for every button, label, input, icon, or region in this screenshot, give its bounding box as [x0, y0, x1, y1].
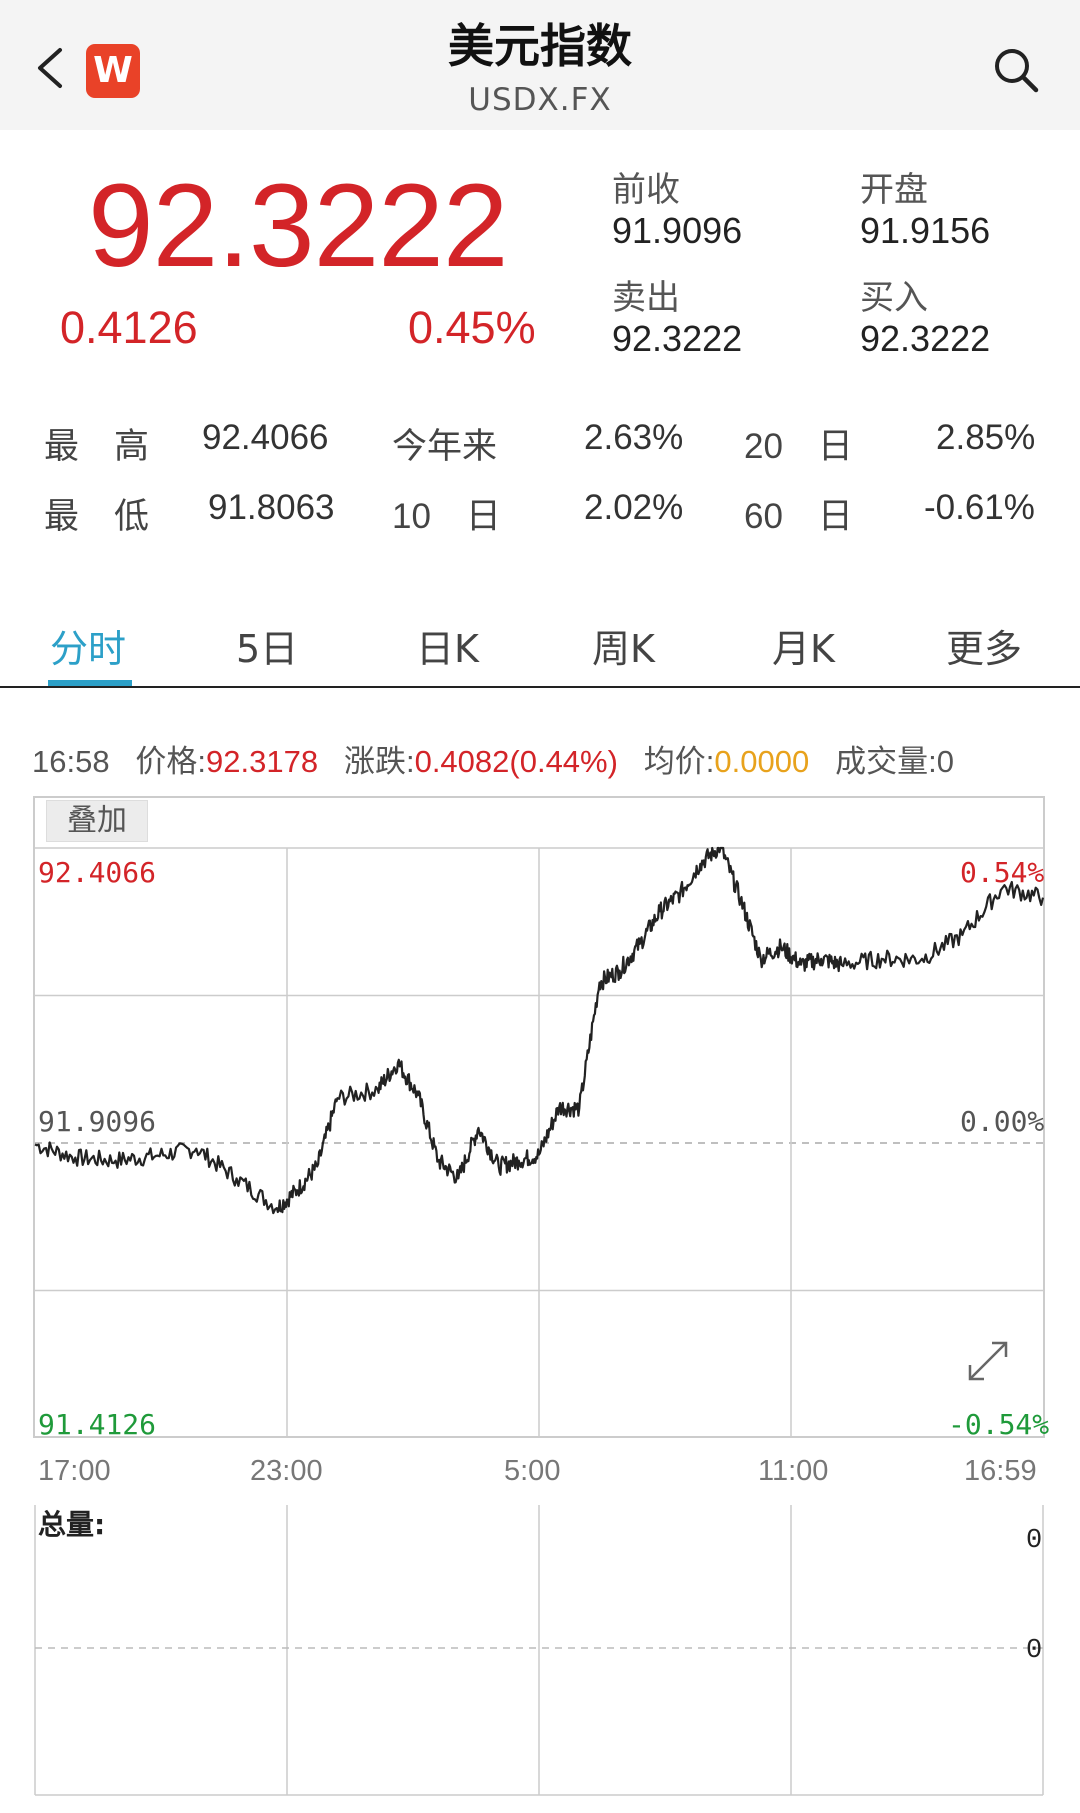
- d20-label: 20 日: [744, 427, 853, 466]
- chevron-left-icon: [38, 48, 62, 88]
- info-avg-label: 均价:: [643, 744, 715, 779]
- symbol-code: USDX.FX: [468, 82, 612, 118]
- info-price: 92.3178: [206, 744, 319, 779]
- x-label-2: 5:00: [504, 1455, 561, 1487]
- search-icon: [995, 49, 1039, 93]
- prev-close-label: 前收: [612, 170, 680, 210]
- overlay-button[interactable]: 叠加: [46, 800, 148, 842]
- prev-close-value: 91.9096: [612, 210, 743, 251]
- low-label: 最 低: [44, 497, 150, 536]
- fullscreen-button[interactable]: [962, 1335, 1014, 1387]
- info-change-label: 涨跌:: [343, 744, 415, 779]
- x-label-1: 23:00: [250, 1455, 323, 1487]
- info-avg: 0.0000: [714, 744, 810, 779]
- back-button[interactable]: [30, 38, 74, 102]
- bid-value: 92.3222: [860, 318, 991, 359]
- open-label: 开盘: [860, 170, 928, 210]
- y-right-label-base: 0.00%: [960, 1105, 1045, 1138]
- price-change: 0.4126: [60, 302, 198, 353]
- volume-axis-mid: 0: [1026, 1636, 1043, 1666]
- d60-value: -0.61%: [924, 488, 1035, 527]
- y-right-label-high: 0.54%: [960, 856, 1045, 889]
- volume-label: 总量:: [38, 1508, 106, 1541]
- info-volume-label: 成交量:: [835, 744, 937, 779]
- d20-value: 2.85%: [936, 418, 1036, 457]
- tab-daily-k[interactable]: 日K: [416, 627, 479, 671]
- tab-divider: [0, 686, 1080, 688]
- expand-icon: [968, 1341, 1008, 1381]
- tab-5day[interactable]: 5日: [236, 627, 299, 671]
- ask-value: 92.3222: [612, 318, 743, 359]
- search-button[interactable]: [990, 44, 1042, 96]
- top-bar: W 美元指数 USDX.FX: [0, 0, 1080, 130]
- y-label-base: 91.9096: [38, 1105, 157, 1138]
- app-logo[interactable]: W: [86, 44, 140, 98]
- price-change-percent: 0.45%: [408, 302, 536, 353]
- tab-intraday[interactable]: 分时: [50, 627, 127, 671]
- active-tab-indicator: [48, 680, 132, 686]
- ask-label: 卖出: [612, 278, 680, 318]
- crosshair-info: 16:58 价格:92.3178 涨跌:0.4082(0.44%) 均价:0.0…: [32, 736, 954, 781]
- d10-value: 2.02%: [584, 488, 684, 527]
- y-label-low: 91.4126: [38, 1408, 157, 1441]
- info-price-label: 价格:: [135, 744, 207, 779]
- info-change: 0.4082(0.44%): [414, 744, 618, 779]
- x-label-0: 17:00: [38, 1455, 111, 1487]
- y-right-label-low: -0.54%: [948, 1408, 1050, 1441]
- current-price: 92.3222: [88, 160, 509, 292]
- d60-label: 60 日: [744, 497, 853, 536]
- x-label-3: 11:00: [758, 1455, 829, 1487]
- tab-more[interactable]: 更多: [946, 627, 1023, 671]
- price-line: [34, 846, 1045, 1215]
- volume-axis-top: 0: [1026, 1526, 1043, 1556]
- info-volume: 0: [936, 744, 954, 779]
- high-label: 最 高: [44, 427, 150, 466]
- tab-monthly-k[interactable]: 月K: [772, 627, 835, 671]
- open-value: 91.9156: [860, 210, 991, 251]
- bid-label: 买入: [860, 278, 928, 318]
- ytd-label: 今年来: [392, 427, 498, 466]
- y-label-high: 92.4066: [38, 856, 157, 889]
- info-time: 16:58: [32, 744, 110, 779]
- tab-weekly-k[interactable]: 周K: [592, 627, 655, 671]
- d10-label: 10 日: [392, 497, 501, 536]
- low-value: 91.8063: [208, 488, 335, 527]
- page-title: 美元指数: [448, 19, 632, 73]
- x-label-4: 16:59: [964, 1455, 1037, 1487]
- ytd-value: 2.63%: [584, 418, 684, 457]
- high-value: 92.4066: [202, 418, 329, 457]
